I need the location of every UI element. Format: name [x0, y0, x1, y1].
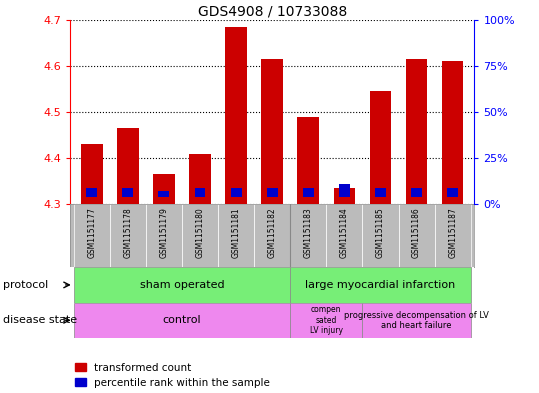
- Text: GSM1151177: GSM1151177: [87, 208, 96, 258]
- Bar: [74, 267, 290, 303]
- Bar: [370, 91, 391, 204]
- Bar: [326, 204, 362, 267]
- Bar: [442, 61, 464, 204]
- Bar: [261, 59, 283, 204]
- Bar: [290, 204, 326, 267]
- Bar: [267, 188, 278, 197]
- Bar: [447, 188, 458, 197]
- Bar: [81, 144, 102, 204]
- Bar: [218, 204, 254, 267]
- Text: GSM1151182: GSM1151182: [268, 208, 277, 258]
- Bar: [86, 188, 97, 197]
- Bar: [153, 174, 175, 204]
- Bar: [434, 204, 471, 267]
- Bar: [146, 204, 182, 267]
- Bar: [195, 188, 205, 197]
- Bar: [298, 117, 319, 204]
- Bar: [290, 303, 362, 338]
- Bar: [362, 303, 471, 338]
- Bar: [74, 204, 110, 267]
- Bar: [339, 184, 350, 197]
- Text: control: control: [163, 315, 201, 325]
- Text: GSM1151178: GSM1151178: [123, 208, 132, 258]
- Title: GDS4908 / 10733088: GDS4908 / 10733088: [198, 4, 347, 18]
- Text: GSM1151185: GSM1151185: [376, 208, 385, 258]
- Bar: [122, 188, 133, 197]
- Text: disease state: disease state: [3, 315, 77, 325]
- Bar: [110, 204, 146, 267]
- Bar: [375, 188, 386, 197]
- Bar: [74, 303, 290, 338]
- Text: GSM1151186: GSM1151186: [412, 208, 421, 258]
- Bar: [411, 188, 422, 197]
- Text: GSM1151187: GSM1151187: [448, 208, 457, 258]
- Bar: [117, 128, 139, 204]
- Bar: [303, 188, 314, 197]
- Legend: transformed count, percentile rank within the sample: transformed count, percentile rank withi…: [75, 363, 270, 388]
- Text: sham operated: sham operated: [140, 280, 224, 290]
- Bar: [158, 191, 169, 197]
- Text: large myocardial infarction: large myocardial infarction: [306, 280, 455, 290]
- Bar: [334, 188, 355, 204]
- Text: GSM1151179: GSM1151179: [160, 208, 168, 258]
- Bar: [182, 204, 218, 267]
- Text: GSM1151180: GSM1151180: [196, 208, 204, 258]
- Text: GSM1151184: GSM1151184: [340, 208, 349, 258]
- Text: compen
sated
LV injury: compen sated LV injury: [310, 305, 343, 335]
- Bar: [290, 267, 471, 303]
- Text: GSM1151183: GSM1151183: [304, 208, 313, 258]
- Bar: [189, 154, 211, 204]
- Text: progressive decompensation of LV
and heart failure: progressive decompensation of LV and hea…: [344, 310, 489, 330]
- Bar: [406, 59, 427, 204]
- Text: GSM1151181: GSM1151181: [232, 208, 240, 258]
- Bar: [225, 27, 247, 204]
- Bar: [398, 204, 434, 267]
- Text: protocol: protocol: [3, 280, 48, 290]
- Bar: [362, 204, 398, 267]
- Bar: [254, 204, 290, 267]
- Bar: [231, 188, 241, 197]
